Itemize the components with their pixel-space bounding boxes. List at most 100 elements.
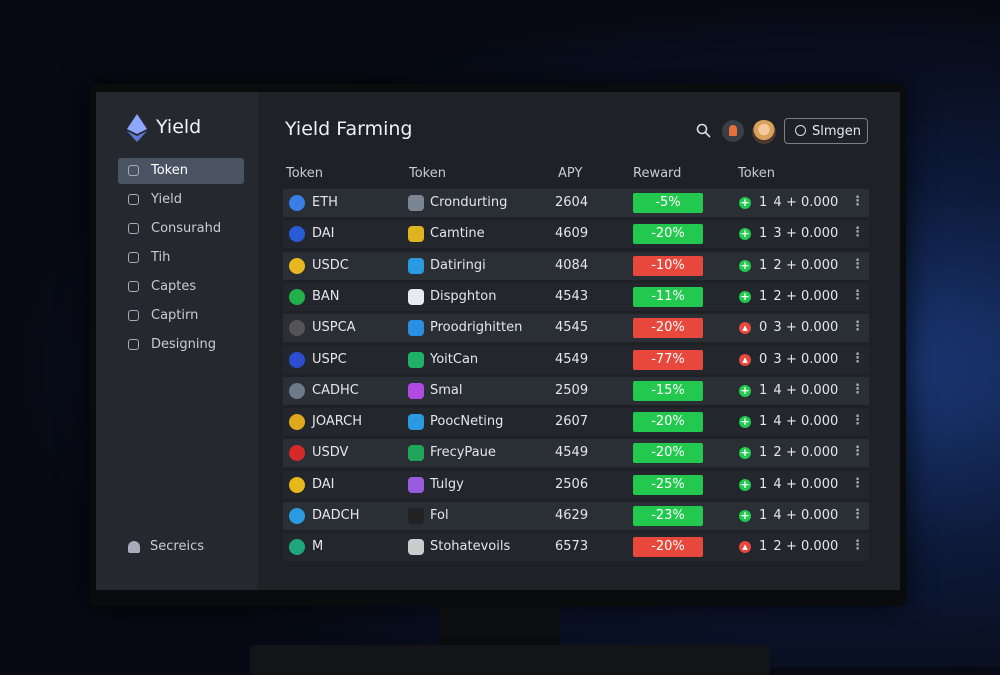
amount: + 0.000 [786, 508, 839, 523]
amount: + 0.000 [786, 476, 839, 492]
pool-icon [408, 414, 424, 431]
pool-icon [408, 539, 424, 556]
token-icon [289, 445, 305, 462]
trend-icon: + [739, 196, 751, 209]
reward-badge: -77% [633, 349, 703, 370]
avatar[interactable] [752, 120, 776, 144]
pool-name: Crondurting [430, 195, 508, 210]
nav-label: Designing [151, 337, 216, 352]
pool-icon [408, 476, 424, 493]
share: 1 4 [759, 195, 783, 210]
nav-item[interactable]: Captirn [118, 303, 244, 329]
apy: 4549 [555, 445, 589, 461]
token-symbol: USPCA [312, 320, 356, 336]
row-menu[interactable]: ⋮ [851, 350, 864, 366]
nav-item[interactable]: Token [118, 158, 244, 184]
row-menu[interactable]: ⋮ [851, 287, 864, 303]
row-menu[interactable]: ⋮ [851, 381, 864, 397]
table-row: CADHC Smal 2509 -15% +1 4 + 0.000 ⋮ [283, 376, 869, 405]
share: 1 4 [759, 508, 783, 523]
trend-icon: + [739, 289, 751, 303]
token-icon [289, 508, 305, 524]
table-row: DAI Camtine 4609 -20% +1 3 + 0.000 ⋮ [283, 220, 869, 249]
token-icon [289, 288, 305, 305]
trend-icon: + [739, 477, 751, 491]
search-icon[interactable] [696, 123, 712, 139]
column-header: Token [409, 166, 446, 181]
row-menu[interactable]: ⋮ [851, 444, 864, 460]
pool-name: Stohatevoils [430, 539, 511, 555]
share: 1 4 [759, 414, 783, 430]
nav-label: Token [151, 163, 188, 178]
pool-name: Proodrighitten [430, 320, 523, 336]
pool-icon [408, 320, 424, 337]
trend-icon: + [739, 383, 751, 397]
row-menu[interactable]: ⋮ [851, 225, 864, 241]
token-icon [289, 382, 305, 399]
apy: 6573 [555, 539, 589, 555]
reward-badge: -20% [633, 318, 703, 339]
header-button-label: Slmgen [812, 124, 862, 139]
trend-icon: + [739, 509, 751, 522]
share: 1 2 [759, 539, 783, 555]
trend-icon: ▴ [739, 353, 751, 366]
token-icon [289, 476, 305, 493]
pool-icon [408, 445, 424, 462]
page-title: Yield Farming [285, 118, 413, 140]
token-icon [289, 320, 305, 337]
token-symbol: DAI [312, 476, 335, 492]
nav-item[interactable]: Consurahd [118, 216, 244, 242]
trend-icon: ▴ [739, 322, 751, 335]
amount: + 0.000 [786, 351, 839, 367]
share: 1 3 [759, 226, 783, 242]
share: 0 3 [759, 320, 783, 336]
reward-badge: -20% [633, 412, 703, 433]
row-menu[interactable]: ⋮ [851, 319, 864, 335]
reward-badge: -23% [633, 506, 703, 526]
table-row: DAI Tulgy 2506 -25% +1 4 + 0.000 ⋮ [283, 470, 869, 499]
row-menu[interactable]: ⋮ [851, 475, 864, 491]
trend-icon: + [739, 227, 751, 241]
pool-icon [408, 195, 424, 211]
token-icon [289, 257, 305, 274]
nav-item[interactable]: Yield [118, 187, 244, 213]
pool-name: PoocNeting [430, 414, 504, 430]
nav-icon [128, 165, 139, 176]
apy: 2607 [555, 414, 589, 430]
pool-icon [408, 226, 424, 243]
amount: + 0.000 [786, 414, 839, 430]
sidebar: Yield Secreics Token Yield Consurahd Tih Cap… [96, 92, 258, 590]
row-menu[interactable]: ⋮ [851, 538, 864, 554]
nav-item[interactable]: Captes [118, 274, 244, 300]
row-menu[interactable]: ⋮ [851, 194, 864, 209]
nav-item[interactable]: Tih [118, 245, 244, 271]
table-row: USDC Datiringi 4084 -10% +1 2 + 0.000 ⋮ [283, 251, 869, 280]
pool-icon [408, 257, 424, 274]
brand-name: Yield [156, 116, 202, 138]
token-icon [289, 226, 305, 243]
sidebar-footer[interactable]: Secreics [150, 539, 204, 554]
pool-name: Dispghton [430, 288, 497, 304]
token-symbol: CADHC [312, 382, 359, 398]
header-button[interactable]: Slmgen [784, 118, 868, 144]
pool-name: Fol [430, 508, 449, 523]
reward-badge: -5% [633, 193, 703, 213]
notification-icon[interactable] [722, 120, 744, 142]
token-symbol: USDC [312, 257, 349, 273]
apy: 4545 [555, 320, 589, 336]
table-row: M Stohatevoils 6573 -20% ▴ 1 2 + 0.000 ⋮ [283, 533, 869, 562]
row-menu[interactable]: ⋮ [851, 507, 864, 522]
share: 0 3 [759, 351, 783, 367]
nav-label: Consurahd [151, 221, 222, 236]
token-symbol: ETH [312, 195, 338, 210]
row-menu[interactable]: ⋮ [851, 256, 864, 272]
token-symbol: DAI [312, 226, 335, 242]
nav-item[interactable]: Designing [118, 332, 244, 358]
trend-icon: + [739, 446, 751, 460]
table-row: USPC YoitCan 4549 -77% ▴ 0 3 + 0.000 ⋮ [283, 345, 869, 374]
token-symbol: JOARCH [312, 414, 362, 430]
row-menu[interactable]: ⋮ [851, 413, 864, 429]
table-row: DADCH Fol 4629 -23% +1 4 + 0.000 ⋮ [283, 502, 869, 530]
token-icon [289, 539, 305, 556]
pool-icon [408, 508, 424, 524]
